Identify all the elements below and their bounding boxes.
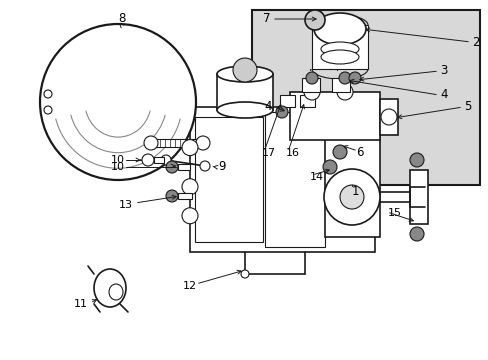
Text: 6: 6 [355, 147, 363, 159]
Circle shape [161, 155, 171, 165]
Bar [154, 157, 163, 163]
Text: 1: 1 [351, 185, 359, 198]
Bar [331, 78, 349, 92]
Text: 16: 16 [285, 148, 299, 158]
Circle shape [182, 179, 198, 195]
Bar [311, 25, 367, 69]
Circle shape [182, 208, 198, 224]
Bar [178, 193, 192, 199]
Circle shape [275, 106, 287, 118]
Bar [379, 99, 397, 135]
Ellipse shape [313, 13, 365, 45]
Bar [302, 78, 319, 92]
Bar [217, 74, 272, 110]
Text: 12: 12 [183, 281, 197, 291]
Circle shape [324, 169, 379, 225]
Bar [289, 92, 379, 140]
Text: 13: 13 [119, 200, 133, 210]
Circle shape [241, 270, 248, 278]
Ellipse shape [217, 102, 272, 118]
Circle shape [143, 136, 158, 150]
Circle shape [196, 136, 209, 150]
Circle shape [165, 190, 178, 202]
Circle shape [332, 145, 346, 159]
Bar [325, 122, 379, 237]
Bar [299, 95, 314, 107]
Circle shape [44, 90, 52, 98]
Text: 3: 3 [439, 64, 447, 77]
Circle shape [409, 227, 423, 241]
Circle shape [336, 84, 352, 100]
Circle shape [44, 106, 52, 114]
Text: 8: 8 [118, 12, 125, 24]
Bar [264, 112, 325, 247]
Text: 9: 9 [218, 161, 225, 174]
Text: 5: 5 [463, 100, 470, 113]
Ellipse shape [217, 66, 272, 82]
Bar [195, 117, 263, 242]
Text: 11: 11 [74, 299, 88, 309]
Circle shape [348, 72, 360, 84]
Circle shape [200, 161, 209, 171]
Ellipse shape [320, 50, 358, 64]
Text: 10: 10 [111, 162, 125, 172]
Bar [409, 170, 427, 224]
Circle shape [409, 153, 423, 167]
Bar [280, 95, 294, 107]
Text: 4: 4 [439, 89, 447, 102]
Ellipse shape [320, 42, 358, 56]
Text: 4: 4 [264, 100, 271, 113]
Circle shape [338, 72, 350, 84]
Text: 2: 2 [471, 36, 479, 49]
Text: 14: 14 [309, 172, 324, 182]
Text: 7: 7 [262, 13, 269, 26]
Bar [156, 139, 198, 147]
Circle shape [323, 160, 336, 174]
Circle shape [305, 72, 317, 84]
Circle shape [305, 10, 325, 30]
Circle shape [232, 58, 257, 82]
Circle shape [182, 140, 198, 156]
Bar [190, 107, 374, 252]
Circle shape [165, 161, 178, 173]
Circle shape [339, 185, 363, 209]
Text: 17: 17 [262, 148, 276, 158]
Bar [178, 164, 190, 170]
Text: 10: 10 [111, 155, 125, 165]
Text: 15: 15 [387, 208, 401, 218]
Circle shape [304, 84, 319, 100]
Circle shape [40, 24, 196, 180]
Bar [251, 10, 479, 185]
Circle shape [380, 109, 396, 125]
Circle shape [142, 154, 154, 166]
